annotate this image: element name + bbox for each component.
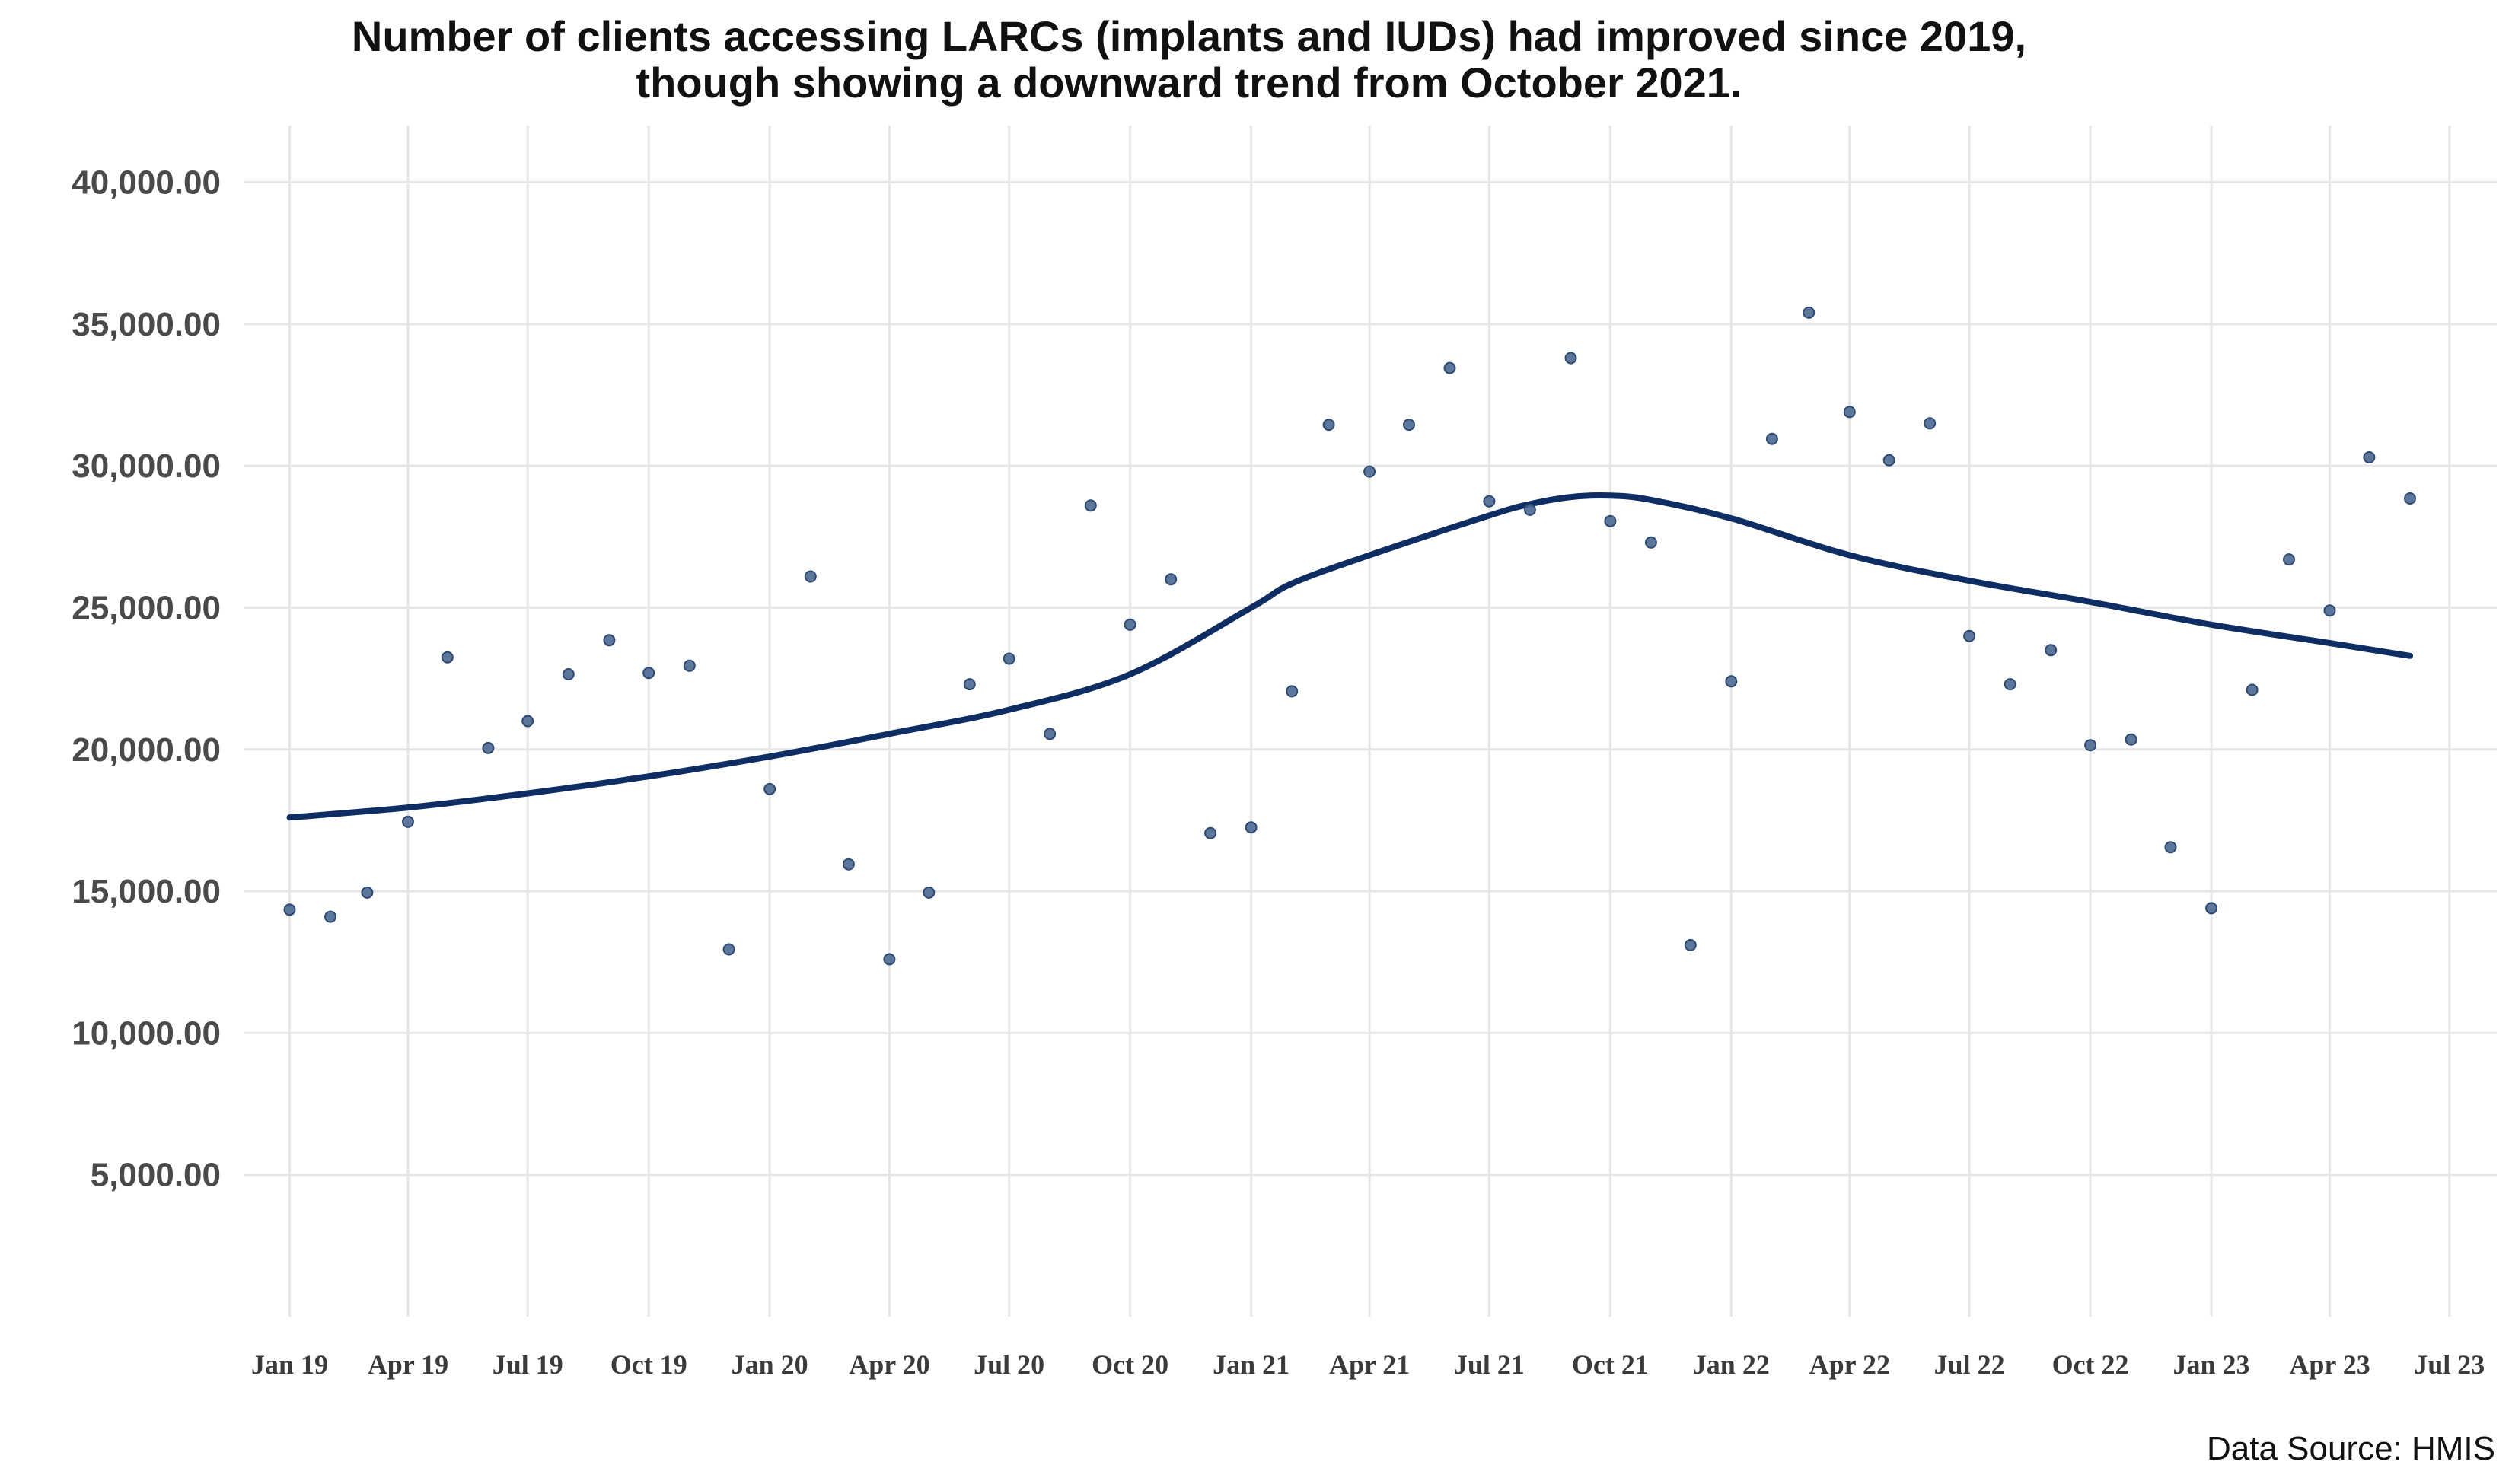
y-tick-label: 25,000.00 [72, 589, 221, 626]
y-tick-label: 15,000.00 [72, 873, 221, 910]
chart-title-line-1: Number of clients accessing LARCs (impla… [352, 12, 2026, 60]
y-axis-tick-labels: 5,000.00 10,000.00 15,000.00 20,000.00 25,00… [72, 164, 221, 1194]
data-point [2164, 841, 2177, 854]
data-point [763, 782, 776, 795]
data-point [804, 570, 817, 583]
data-point [842, 858, 855, 871]
data-point [2283, 553, 2295, 566]
data-point [402, 815, 414, 828]
data-points-layer [283, 306, 2416, 966]
x-tick-label: Oct 22 [2052, 1349, 2129, 1380]
data-point [482, 741, 495, 754]
x-tick-label: Oct 21 [1572, 1349, 1649, 1380]
x-tick-label: Jul 22 [1934, 1349, 2005, 1380]
data-point [1245, 821, 1258, 834]
x-tick-label: Jul 20 [974, 1349, 1044, 1380]
data-point [963, 678, 976, 691]
x-tick-label: Jan 19 [251, 1349, 328, 1380]
data-point [2363, 451, 2376, 463]
data-point [562, 668, 575, 680]
data-point [1286, 685, 1299, 698]
data-point [1684, 938, 1697, 951]
data-point [2205, 902, 2217, 915]
y-tick-label: 10,000.00 [72, 1014, 221, 1052]
x-tick-label: Apr 23 [2289, 1349, 2370, 1380]
data-point [361, 886, 374, 899]
data-point [1322, 419, 1335, 432]
data-point [2404, 492, 2416, 505]
data-point [603, 634, 616, 647]
data-point [923, 886, 936, 899]
data-point [1882, 454, 1895, 467]
data-point [2323, 604, 2336, 617]
data-point [1483, 495, 1496, 508]
y-tick-label: 20,000.00 [72, 731, 221, 769]
x-tick-label: Apr 19 [368, 1349, 448, 1380]
trend-line-layer [286, 492, 2413, 821]
data-point [1803, 306, 1815, 319]
data-point [1924, 417, 1937, 430]
data-point [2246, 683, 2259, 696]
x-tick-label: Jul 23 [2414, 1349, 2485, 1380]
data-point [521, 715, 534, 728]
data-source-caption: Data Source: HMIS [2207, 1430, 2495, 1467]
x-tick-label: Jan 20 [732, 1349, 808, 1380]
grid [244, 126, 2497, 1317]
x-tick-label: Apr 20 [849, 1349, 929, 1380]
data-point [642, 667, 655, 680]
x-tick-label: Apr 22 [1809, 1349, 1890, 1380]
x-tick-label: Jan 23 [2173, 1349, 2250, 1380]
x-axis-tick-labels: Jan 19 Apr 19 Jul 19 Oct 19 Jan 20 Apr 20 Jul … [251, 1349, 2485, 1380]
y-tick-label: 30,000.00 [72, 447, 221, 485]
data-point [683, 659, 696, 672]
data-point [2125, 733, 2137, 746]
x-tick-label: Apr 21 [1329, 1349, 1410, 1380]
data-point [1765, 432, 1778, 445]
trend-line [286, 492, 2413, 821]
x-tick-label: Jan 22 [1693, 1349, 1770, 1380]
data-point [1644, 536, 1657, 549]
y-tick-label: 40,000.00 [72, 164, 221, 202]
data-point [2004, 678, 2016, 691]
x-tick-label: Oct 19 [610, 1349, 687, 1380]
data-point [1843, 406, 1856, 419]
data-point [1564, 352, 1577, 365]
data-point [1403, 419, 1415, 432]
data-point [1204, 826, 1217, 839]
data-point [1604, 514, 1617, 527]
y-tick-label: 5,000.00 [91, 1157, 221, 1194]
data-point [722, 943, 735, 956]
x-tick-label: Oct 20 [1092, 1349, 1168, 1380]
data-point [1963, 629, 1976, 642]
data-point [441, 651, 454, 664]
data-point [1165, 573, 1178, 586]
data-point [324, 910, 336, 923]
x-tick-label: Jul 21 [1454, 1349, 1525, 1380]
data-point [1725, 675, 1738, 688]
data-point [1003, 652, 1015, 665]
data-point [1443, 361, 1456, 374]
data-point [1523, 503, 1536, 516]
data-point [1084, 499, 1097, 512]
data-point [283, 903, 296, 916]
x-tick-label: Jul 19 [493, 1349, 563, 1380]
data-point [1044, 728, 1057, 740]
data-point [1363, 465, 1376, 478]
data-point [2045, 644, 2058, 657]
y-tick-label: 35,000.00 [72, 306, 221, 343]
chart-title-line-2: though showing a downward trend from Oct… [636, 59, 1742, 107]
x-tick-label: Jan 21 [1213, 1349, 1289, 1380]
data-point [883, 953, 896, 966]
data-point [2084, 739, 2097, 752]
data-point [1124, 618, 1136, 631]
